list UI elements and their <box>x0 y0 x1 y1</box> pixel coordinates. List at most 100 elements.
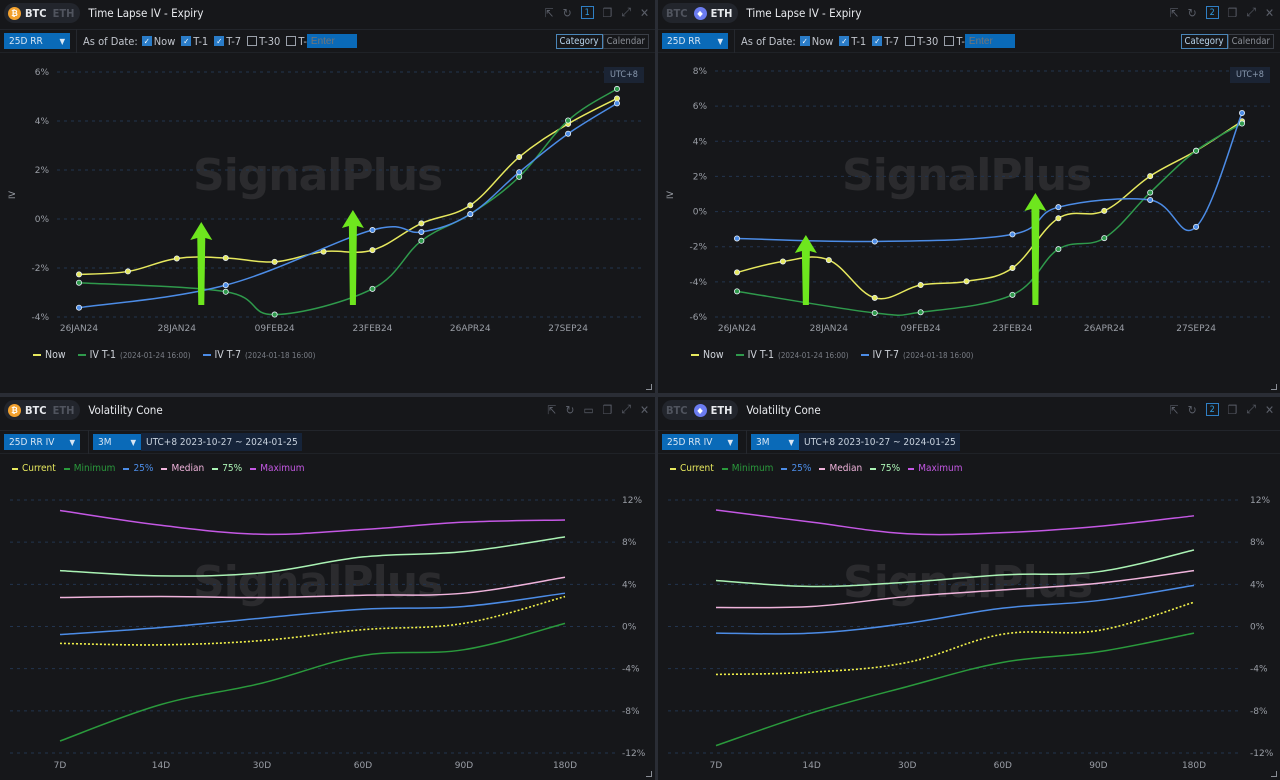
data-point[interactable] <box>871 309 878 316</box>
data-point[interactable] <box>1101 235 1108 242</box>
close-icon[interactable]: ✕ <box>1264 402 1274 417</box>
t-custom-input[interactable] <box>964 34 1015 48</box>
legend-item-75[interactable]: 75% <box>870 463 900 474</box>
data-point[interactable] <box>76 304 83 311</box>
data-point[interactable] <box>1009 291 1016 298</box>
metric-select[interactable]: 25D RR IV ▼ <box>4 434 80 450</box>
coin-tab-eth[interactable]: ◆ ETH <box>693 403 732 417</box>
legend-item-minimum[interactable]: Minimum <box>721 463 773 474</box>
data-point[interactable] <box>1055 246 1062 253</box>
data-point[interactable] <box>734 288 741 295</box>
category-view-button[interactable]: Category <box>555 33 603 49</box>
window-number-badge[interactable]: 1 <box>580 6 594 19</box>
export-icon[interactable]: ⇱ <box>544 5 554 20</box>
data-point[interactable] <box>1147 173 1154 180</box>
data-point[interactable] <box>1055 215 1062 222</box>
coin-tab-btc[interactable]: BTC <box>666 6 688 20</box>
coin-tab-btc[interactable]: BTC <box>666 403 688 417</box>
legend-item-25[interactable]: 25% <box>123 463 153 474</box>
folder-icon[interactable]: ▭ <box>583 402 594 417</box>
checkbox-now[interactable]: ✓ Now <box>141 35 175 48</box>
data-point[interactable] <box>1239 109 1246 116</box>
data-point[interactable] <box>614 100 621 107</box>
data-point[interactable] <box>222 254 229 261</box>
data-point[interactable] <box>871 294 878 301</box>
checkbox-t1[interactable]: ✓ T-1 <box>839 35 866 48</box>
coin-tab-btc[interactable]: ₿ BTC <box>8 6 47 20</box>
checkbox-t-custom[interactable]: T- <box>286 35 307 48</box>
data-point[interactable] <box>1147 196 1154 203</box>
expand-icon[interactable]: ⤢ <box>621 5 631 19</box>
data-point[interactable] <box>369 247 376 254</box>
legend-item-75[interactable]: 75% <box>212 463 242 474</box>
data-point[interactable] <box>565 117 572 124</box>
metric-select[interactable]: 25D RR ▼ <box>4 33 70 49</box>
duplicate-icon[interactable]: ❐ <box>602 5 613 20</box>
data-point[interactable] <box>1009 231 1016 238</box>
close-icon[interactable]: ✕ <box>639 402 649 417</box>
coin-tab-eth[interactable]: ETH <box>52 403 75 417</box>
data-point[interactable] <box>917 282 924 289</box>
data-point[interactable] <box>963 278 970 285</box>
legend-item-minimum[interactable]: Minimum <box>63 463 115 474</box>
refresh-icon[interactable]: ↻ <box>1187 402 1197 417</box>
data-point[interactable] <box>173 255 180 262</box>
data-point[interactable] <box>614 95 621 102</box>
calendar-view-button[interactable]: Calendar <box>602 33 649 49</box>
resize-handle[interactable] <box>646 384 652 390</box>
coin-tab-eth[interactable]: ◆ ETH <box>693 6 732 20</box>
data-point[interactable] <box>516 169 523 176</box>
checkbox-t30[interactable]: T-30 <box>247 35 280 48</box>
data-point[interactable] <box>516 154 523 161</box>
resize-handle[interactable] <box>646 771 652 777</box>
data-point[interactable] <box>369 227 376 234</box>
legend-item-t7[interactable]: IV T-7 (2024-01-18 16:00) <box>202 349 315 361</box>
metric-select[interactable]: 25D RR IV ▼ <box>662 434 738 450</box>
close-icon[interactable]: ✕ <box>1264 5 1274 20</box>
checkbox-t7[interactable]: ✓ T-7 <box>214 35 241 48</box>
export-icon[interactable]: ⇱ <box>1169 402 1179 417</box>
data-point[interactable] <box>222 282 229 289</box>
legend-item-now[interactable]: Now <box>33 349 66 361</box>
window-number-badge[interactable]: 2 <box>1205 6 1219 19</box>
data-point[interactable] <box>1239 120 1246 127</box>
data-point[interactable] <box>369 285 376 292</box>
data-point[interactable] <box>1101 207 1108 214</box>
refresh-icon[interactable]: ↻ <box>1187 5 1197 20</box>
data-point[interactable] <box>124 268 131 275</box>
duplicate-icon[interactable]: ❐ <box>1227 5 1238 20</box>
export-icon[interactable]: ⇱ <box>547 402 557 417</box>
legend-item-maximum[interactable]: Maximum <box>250 463 305 474</box>
data-point[interactable] <box>871 238 878 245</box>
t-custom-input[interactable] <box>306 34 357 48</box>
legend-item-median[interactable]: Median <box>819 463 862 474</box>
expand-icon[interactable]: ⤢ <box>1246 402 1256 416</box>
refresh-icon[interactable]: ↻ <box>562 5 572 20</box>
data-point[interactable] <box>418 220 425 227</box>
data-point[interactable] <box>76 271 83 278</box>
checkbox-t30[interactable]: T-30 <box>905 35 938 48</box>
data-point[interactable] <box>418 237 425 244</box>
legend-item-median[interactable]: Median <box>161 463 204 474</box>
legend-item-t1[interactable]: IV T-1 (2024-01-24 16:00) <box>77 349 191 361</box>
legend-item-current[interactable]: Current <box>670 463 714 474</box>
checkbox-t-custom[interactable]: T- <box>944 35 965 48</box>
data-point[interactable] <box>1055 204 1062 211</box>
coin-tab-btc[interactable]: ₿ BTC <box>8 403 47 417</box>
legend-item-maximum[interactable]: Maximum <box>908 463 963 474</box>
data-point[interactable] <box>76 279 83 286</box>
legend-item-now[interactable]: Now <box>691 349 724 361</box>
expand-icon[interactable]: ⤢ <box>1246 5 1256 19</box>
resize-handle[interactable] <box>1271 771 1277 777</box>
duplicate-icon[interactable]: ❐ <box>602 402 613 417</box>
data-point[interactable] <box>1147 189 1154 196</box>
data-point[interactable] <box>614 85 621 92</box>
checkbox-now[interactable]: ✓ Now <box>799 35 833 48</box>
calendar-view-button[interactable]: Calendar <box>1227 33 1274 49</box>
legend-item-t1[interactable]: IV T-1 (2024-01-24 16:00) <box>735 349 849 361</box>
data-point[interactable] <box>1009 264 1016 271</box>
period-select[interactable]: 3M ▼ <box>93 434 141 450</box>
data-point[interactable] <box>565 130 572 137</box>
export-icon[interactable]: ⇱ <box>1169 5 1179 20</box>
metric-select[interactable]: 25D RR ▼ <box>662 33 728 49</box>
